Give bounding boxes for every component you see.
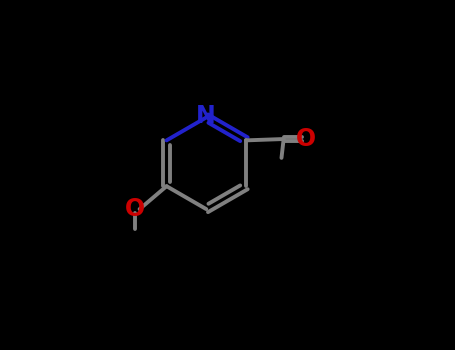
Text: O: O	[296, 127, 316, 151]
Text: N: N	[197, 104, 216, 128]
Text: O: O	[125, 197, 145, 221]
